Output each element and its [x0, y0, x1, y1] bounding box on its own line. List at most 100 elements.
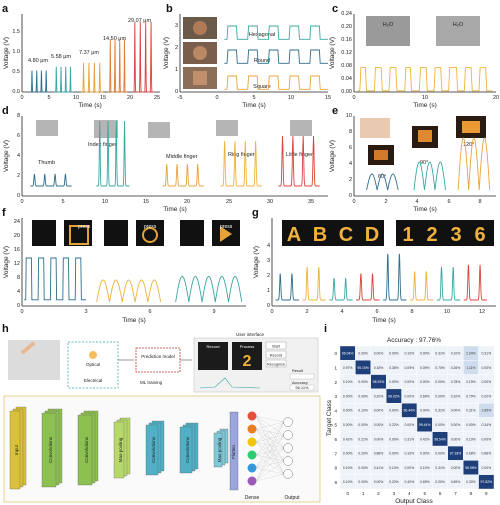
svg-text:2: 2 [426, 224, 437, 246]
cell-label-8-3: 0.10% [389, 466, 399, 470]
svg-text:5: 5 [47, 95, 50, 101]
svg-text:Optical: Optical [86, 362, 100, 367]
cnn-layer-label-3: Max-pooling [118, 437, 123, 462]
cell-label-3-3: 98.02% [388, 394, 400, 398]
svg-text:2: 2 [17, 173, 20, 179]
panel-label-a: a [2, 3, 9, 15]
svg-text:Record: Record [207, 344, 220, 349]
series-g-7 [463, 264, 487, 301]
panel-label-f: f [2, 207, 6, 219]
svg-text:Time (s): Time (s) [413, 206, 437, 213]
cell-label-7-4: 0.10% [404, 452, 414, 456]
series-g-5 [410, 271, 434, 301]
svg-text:Time (s): Time (s) [78, 102, 102, 109]
cell-label-6-2: 0.00% [374, 437, 384, 441]
cell-label-1-5: 0.09% [420, 366, 430, 370]
series-a-1 [54, 66, 74, 93]
flatten-label: Flatten [231, 445, 236, 459]
letters-strip [282, 220, 384, 246]
row-label-4: 4 [334, 408, 337, 413]
dense-node-0 [247, 411, 257, 421]
svg-text:Ring finger: Ring finger [228, 152, 255, 158]
dense-label: Dense [245, 495, 260, 501]
cnn-layer-6-slice-0 [213, 432, 223, 468]
panel-label-g: g [252, 207, 259, 219]
svg-text:Voltage (V): Voltage (V) [329, 140, 336, 172]
cell-label-9-0: 0.10% [343, 480, 353, 484]
svg-text:0: 0 [267, 303, 270, 309]
panel-d: Thumb Index finger Middle finger Ring fi… [3, 113, 328, 213]
svg-text:0: 0 [20, 309, 23, 315]
cell-label-5-4: 0.00% [404, 423, 414, 427]
cell-9-9 [478, 474, 495, 490]
svg-text:Index finger: Index finger [88, 142, 117, 148]
series-a-0 [30, 70, 49, 93]
svg-text:6: 6 [375, 309, 378, 315]
cell-label-2-1: 0.00% [358, 380, 368, 384]
series-a-3 [108, 39, 128, 93]
cell-label-2-4: 0.00% [404, 380, 414, 384]
panel-label-d: d [2, 105, 9, 117]
cell-label-8-6: 0.31% [435, 466, 445, 470]
cell-label-1-6: 0.70% [435, 366, 445, 370]
cnn-layer-4-slice-0 [145, 424, 159, 476]
cell-label-8-0: 0.10% [343, 466, 353, 470]
svg-text:4: 4 [340, 309, 343, 315]
svg-text:Prediction model: Prediction model [141, 354, 175, 359]
svg-text:Time (s): Time (s) [413, 102, 437, 109]
digits-strip [396, 220, 494, 246]
series-g-4 [383, 253, 407, 301]
svg-text:90°: 90° [420, 160, 428, 166]
result-field [289, 373, 315, 380]
record-button[interactable] [265, 350, 287, 359]
row-label-0: 0 [334, 351, 337, 356]
cell-label-9-2: 0.00% [374, 480, 384, 484]
panel-a: 0.0 0.5 1.0 1.5 0 5 10 15 20 25 Time (s)… [3, 14, 160, 109]
cell-label-9-9: 97.82% [481, 480, 493, 484]
cell-label-6-5: 0.42% [420, 437, 430, 441]
cell-label-4-0: 0.00% [343, 409, 353, 413]
panel-f: press press press 0 4 8 12 16 20 24 0 3 … [3, 218, 246, 324]
cnn-layer-label-4: Convolutions [151, 436, 156, 463]
cell-label-1-4: 0.09% [404, 366, 414, 370]
cell-label-1-1: 95.15% [357, 366, 369, 370]
cell-label-5-7: 0.00% [451, 423, 461, 427]
cnn-layers: Input Convolutions Convolutions Max-pooling… [9, 406, 300, 501]
cell-label-9-5: 0.69% [420, 480, 430, 484]
cell-label-6-3: 0.00% [389, 437, 399, 441]
svg-text:1.0: 1.0 [12, 49, 20, 55]
cell-label-1-9: 0.00% [481, 366, 491, 370]
svg-text:0: 0 [352, 199, 355, 205]
cell-label-8-5: 0.10% [420, 466, 430, 470]
series-b-1 [224, 49, 328, 64]
cnn-layer-label-0: Input [14, 444, 19, 455]
svg-text:9: 9 [212, 309, 215, 315]
row-label-6: 6 [334, 437, 337, 442]
series-e-1 [413, 161, 446, 191]
row-label-5: 5 [334, 423, 337, 428]
svg-text:Output Class: Output Class [395, 498, 433, 505]
svg-text:Voltage (V): Voltage (V) [253, 246, 260, 278]
cell-label-0-6: 0.31% [435, 351, 445, 355]
cell-label-4-8: 0.31% [466, 409, 476, 413]
cell-label-5-5: 99.44% [419, 423, 431, 427]
cell-label-9-4: 0.40% [404, 480, 414, 484]
svg-text:Time (s): Time (s) [163, 206, 187, 213]
start-button[interactable] [265, 341, 287, 350]
cell-label-1-3: 0.35% [389, 366, 399, 370]
photo-h2o-right [436, 16, 480, 46]
svg-text:0.16: 0.16 [341, 37, 352, 43]
cell-label-4-3: 0.00% [389, 409, 399, 413]
cell-label-6-6: 98.54% [434, 437, 446, 441]
recognize-button[interactable] [265, 359, 287, 368]
svg-text:3: 3 [175, 23, 178, 29]
svg-text:Hexagonal: Hexagonal [249, 32, 275, 38]
cell-label-7-1: 0.29% [358, 452, 368, 456]
panel-i: Accuracy : 97.76% Output Class Target Cl… [326, 337, 441, 505]
svg-text:20: 20 [493, 95, 499, 101]
series-g-0 [275, 273, 299, 301]
svg-text:5: 5 [61, 199, 64, 205]
cell-label-5-1: 0.00% [358, 423, 368, 427]
cell-label-2-7: 0.78% [451, 380, 461, 384]
